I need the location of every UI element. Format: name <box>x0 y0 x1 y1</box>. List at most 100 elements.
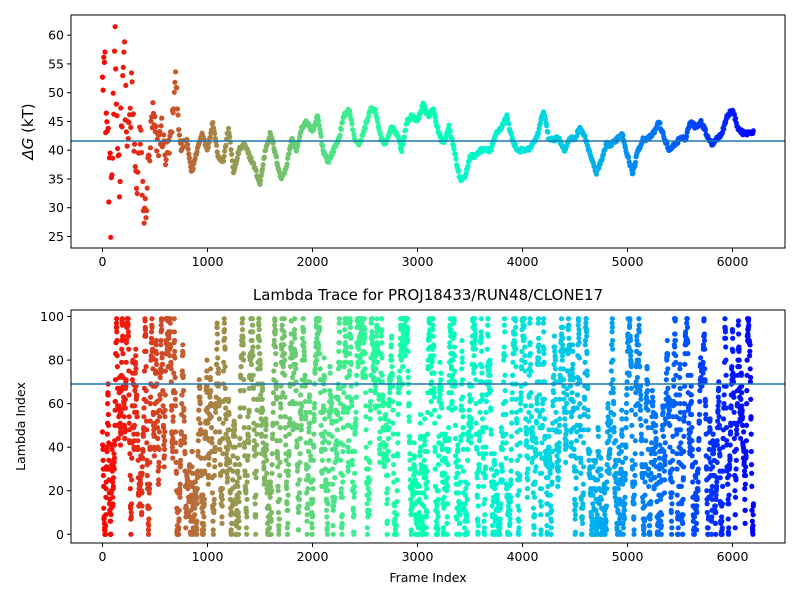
lambda-trace-point <box>162 368 168 374</box>
lambda-trace-point <box>473 377 479 383</box>
lambda-trace-point <box>424 448 430 455</box>
lambda-trace-point <box>196 407 202 413</box>
lambda-trace-point <box>374 329 380 335</box>
lambda-trace-point <box>241 444 248 450</box>
x-tick-label: 4000 <box>507 254 539 269</box>
lambda-trace-point <box>579 520 586 527</box>
lambda-trace-point <box>499 477 505 483</box>
lambda-trace-point <box>444 531 450 537</box>
free-energy-point <box>362 125 368 131</box>
lambda-trace-point <box>704 488 710 494</box>
lambda-trace-point <box>480 429 486 435</box>
lambda-trace-point <box>548 531 554 537</box>
lambda-trace-point <box>133 366 139 372</box>
lambda-trace-point <box>238 364 244 370</box>
lambda-trace-point <box>565 327 572 333</box>
free-energy-point <box>109 172 115 178</box>
lambda-trace-point <box>628 364 634 370</box>
lambda-trace-point <box>508 494 514 500</box>
lambda-trace-point <box>571 446 577 452</box>
lambda-trace-point <box>275 483 281 489</box>
lambda-trace-point <box>641 531 647 537</box>
lambda-trace-point <box>677 385 683 391</box>
lambda-trace-point <box>212 444 218 450</box>
lambda-trace-point <box>669 501 675 507</box>
free-energy-point <box>121 49 127 55</box>
lambda-trace-point <box>696 418 703 424</box>
lambda-trace-point <box>622 494 628 500</box>
lambda-trace-point <box>412 468 418 474</box>
lambda-trace-point <box>652 457 658 463</box>
lambda-trace-point <box>254 431 260 437</box>
free-energy-point <box>377 131 383 138</box>
lambda-trace-point <box>536 342 542 348</box>
lambda-trace-point <box>681 464 687 470</box>
free-energy-point <box>163 157 169 163</box>
free-energy-point <box>142 196 148 202</box>
lambda-trace-point <box>527 340 533 346</box>
lambda-trace-point <box>481 518 487 524</box>
lambda-trace-point <box>442 431 448 437</box>
lambda-trace-point <box>523 431 530 437</box>
lambda-trace-point <box>100 472 106 479</box>
lambda-trace-point <box>207 374 213 381</box>
lambda-trace-point <box>612 494 618 500</box>
free-energy-point <box>223 142 229 148</box>
lambda-trace-point <box>458 403 464 409</box>
lambda-trace-point <box>423 475 429 481</box>
lambda-trace-point <box>144 427 150 433</box>
lambda-trace-point <box>312 370 318 376</box>
lambda-trace-point <box>156 446 162 452</box>
lambda-trace-point <box>707 416 713 422</box>
lambda-trace-point <box>683 329 689 335</box>
lambda-trace-point <box>160 403 166 409</box>
lambda-trace-point <box>573 486 579 492</box>
lambda-trace-point <box>276 523 282 529</box>
lambda-trace-point <box>530 505 537 511</box>
lambda-trace-point <box>379 379 385 385</box>
lambda-trace-point <box>344 359 350 365</box>
lambda-trace-point <box>143 418 150 424</box>
lambda-trace-point <box>301 357 308 363</box>
lambda-trace-point <box>158 337 164 344</box>
lambda-trace-point <box>253 512 259 518</box>
lambda-trace-point <box>483 451 489 457</box>
lambda-trace-point <box>572 516 578 522</box>
free-energy-point <box>535 130 542 136</box>
lambda-trace-point <box>319 457 325 463</box>
lambda-trace-point <box>273 351 279 357</box>
lambda-trace-point <box>549 507 555 513</box>
lambda-trace-point <box>631 531 637 537</box>
lambda-trace-point <box>342 340 348 346</box>
lambda-trace-point <box>686 420 692 426</box>
lambda-trace-point <box>153 351 160 357</box>
lambda-trace-point <box>337 340 343 346</box>
lambda-trace-point <box>653 422 659 428</box>
lambda-trace-point <box>363 444 369 450</box>
free-energy-point <box>228 147 234 153</box>
free-energy-point <box>318 133 324 139</box>
free-energy-point <box>213 142 220 148</box>
lambda-trace-point <box>299 335 306 341</box>
lambda-trace-point <box>488 427 494 433</box>
lambda-trace-point <box>252 501 258 507</box>
lambda-trace-point <box>362 335 368 341</box>
lambda-trace-point <box>237 405 243 411</box>
lambda-trace-point <box>460 431 466 437</box>
lambda-trace-point <box>105 422 112 428</box>
lambda-trace-point <box>537 451 543 457</box>
lambda-trace-point <box>445 483 451 489</box>
lambda-trace-point <box>637 364 643 370</box>
lambda-trace-point <box>416 496 422 502</box>
lambda-trace-point <box>301 344 307 350</box>
free-energy-point <box>116 194 123 200</box>
lambda-trace-point <box>285 531 291 537</box>
lambda-trace-point <box>330 481 336 487</box>
lambda-trace-point <box>581 440 587 446</box>
lambda-trace-point <box>508 457 514 463</box>
lambda-trace-point <box>487 372 493 378</box>
free-energy-point <box>120 64 126 70</box>
lambda-trace-point <box>626 372 632 378</box>
lambda-trace-point <box>181 414 187 420</box>
free-energy-point <box>140 178 146 184</box>
